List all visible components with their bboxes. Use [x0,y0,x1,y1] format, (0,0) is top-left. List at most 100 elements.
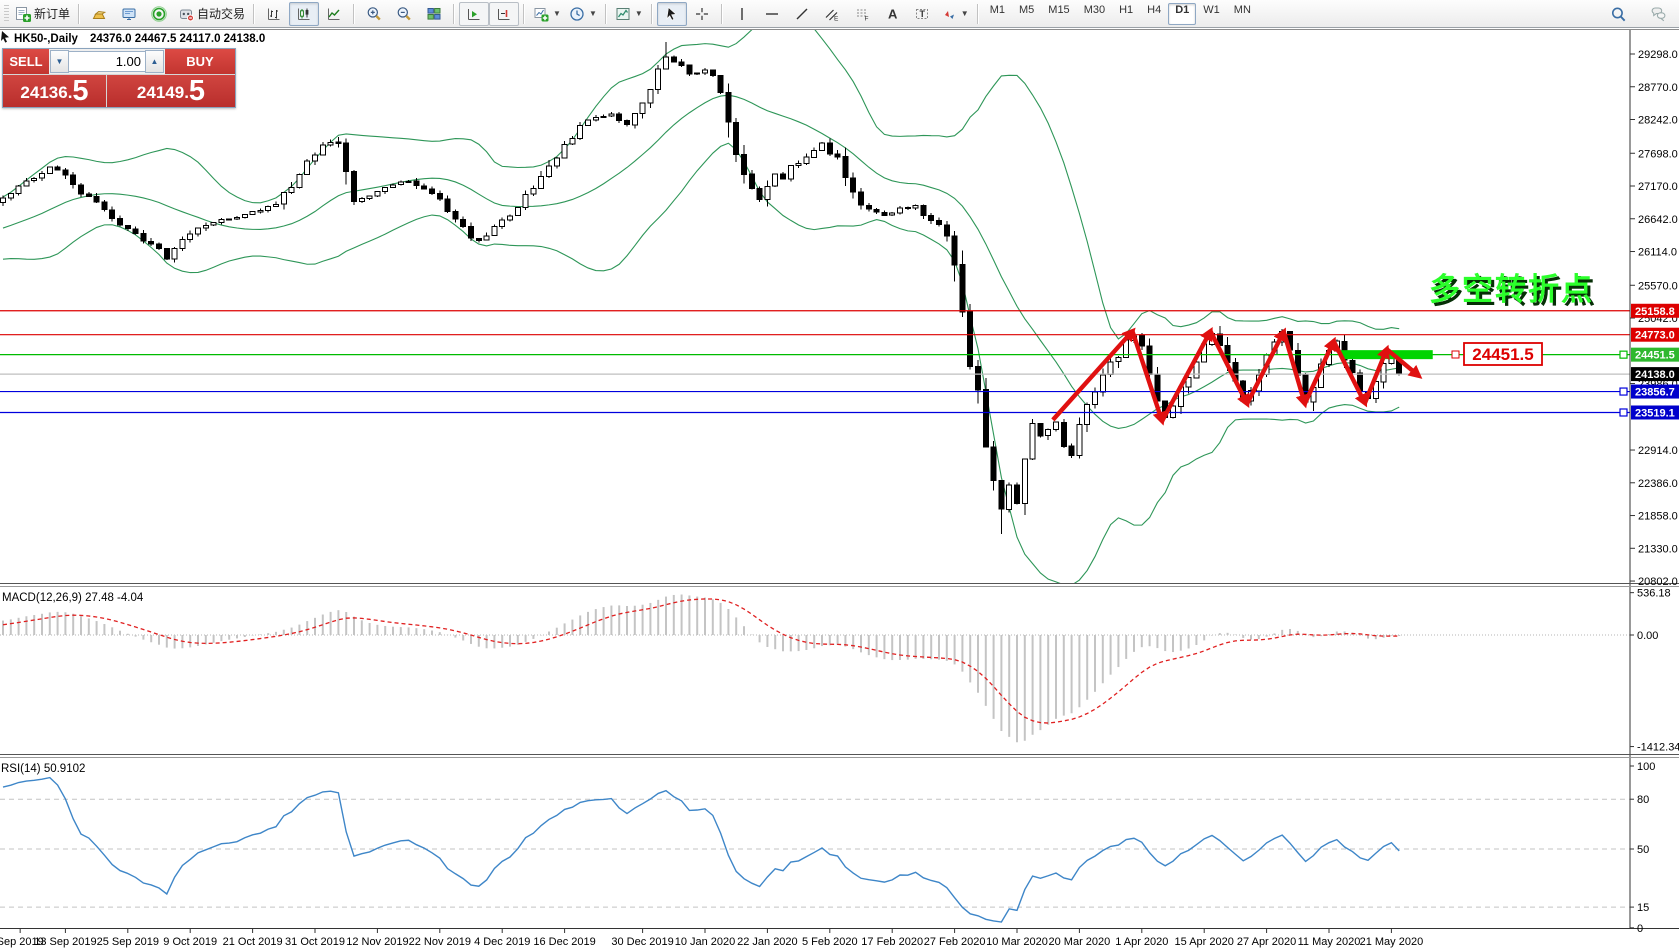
svg-text:50: 50 [1637,844,1649,856]
svg-text:-1412.34: -1412.34 [1637,742,1679,754]
timeframe-w1-button[interactable]: W1 [1203,3,1220,16]
time-tick: 16 Dec 2019 [533,936,595,948]
chevron-down-icon[interactable]: ▼ [553,9,561,18]
svg-text:多空转折点: 多空转折点 [1429,272,1594,307]
signals-button[interactable] [144,2,174,26]
chevron-down-icon[interactable]: ▼ [588,9,597,18]
chart-profile-button[interactable]: ▼ [611,2,647,26]
new-order-button[interactable]: 新订单 [11,2,74,26]
tile-windows-button[interactable] [419,2,449,26]
arrows-tool-button[interactable]: ▼ [937,2,973,26]
chevron-down-icon[interactable]: ▼ [634,9,643,18]
tile-windows-icon [427,7,441,20]
vertical-line-tool-button[interactable] [727,2,757,26]
timeframe-m5-button[interactable]: M5 [1019,3,1035,16]
ohlc-bars-icon [268,8,280,20]
zoom-out-button[interactable] [389,2,419,26]
indicators-button[interactable]: ▼ [529,2,565,26]
chat-button[interactable] [1643,2,1673,26]
volume-decrease-button[interactable]: ▼ [50,50,69,73]
svg-text:80: 80 [1637,794,1649,806]
volume-increase-button[interactable]: ▲ [145,50,164,73]
svg-text:A: A [888,6,898,21]
line-handle[interactable] [1619,387,1628,396]
arrows-icon [944,10,954,19]
pane-borders [0,29,1679,929]
price-axis[interactable]: 29298.0 28770.0 28242.0 27698.0 27170.0 26642… [1630,49,1679,588]
svg-text:0: 0 [1637,923,1643,935]
svg-text:23519.1: 23519.1 [1635,407,1675,419]
time-tick: 10 Mar 2020 [986,936,1048,948]
search-button[interactable] [1603,2,1633,26]
sell-button[interactable]: SELL [3,49,49,74]
chat-icon [1651,6,1665,21]
auto-trading-label: 自动交易 [197,7,246,21]
timeframe-m1-button[interactable]: M1 [989,3,1005,16]
volume-input[interactable] [69,51,145,72]
time-tick: 27 Feb 2020 [924,936,986,948]
svg-text:24773.0: 24773.0 [1635,330,1675,342]
timeframe-h4-button[interactable]: H4 [1147,3,1162,16]
zigzag-arrows[interactable] [1051,326,1423,426]
toolbar-grip [4,4,9,23]
time-tick: 4 Dec 2019 [474,936,530,948]
line-chart-button[interactable] [319,2,349,26]
zoom-in-button[interactable] [359,2,389,26]
text-tool-button[interactable]: A [877,2,907,26]
indicators-icon [534,7,549,21]
timeframe-m15-button[interactable]: M15 [1048,3,1070,16]
market-gold-button[interactable] [84,2,114,26]
time-tick: 17 Feb 2020 [861,936,923,948]
svg-text:F: F [864,15,868,22]
svg-text:E: E [834,15,839,22]
timeframe-m30-button[interactable]: M30 [1083,3,1106,16]
auto-trading-button[interactable]: 自动交易 [174,2,249,26]
line-handle[interactable] [1619,408,1628,417]
rsi-line [2,776,1400,923]
macd-label: MACD(12,26,9) 27.48 -4.04 [2,592,144,604]
time-tick: 12 Nov 2019 [346,936,408,948]
chevron-down-icon[interactable]: ▼ [960,9,969,18]
auto-scroll-button[interactable] [459,1,490,26]
svg-text:100: 100 [1637,761,1655,773]
crosshair-tool-button[interactable] [687,2,717,26]
community-button[interactable] [114,2,144,26]
timeframe-mn-button[interactable]: MN [1233,3,1251,16]
macd-axis[interactable]: 536.18 0.00 -1412.34 [1630,588,1679,754]
search-icon [1611,7,1625,21]
sell-price[interactable]: 24136. 5 [3,75,106,107]
line-handle[interactable] [1619,350,1628,359]
fibonacci-tool-button[interactable]: F [847,2,877,26]
monitor-icon [122,8,136,20]
level-price-label [1631,327,1679,342]
label-tool-button[interactable]: T [907,2,937,26]
time-tick: 21 Oct 2019 [223,936,283,948]
chart-shift-button[interactable] [489,1,520,26]
time-tick: 22 Nov 2019 [409,936,471,948]
chart-ohlc-values: 24376.0 24467.5 24117.0 24138.0 [90,33,265,45]
tag-handle[interactable] [1451,350,1460,359]
rsi-axis[interactable]: 100 80 50 15 0 [1630,761,1655,935]
timeframe-d1-button[interactable]: D1 [1168,2,1197,25]
horizontal-line-tool-button[interactable] [757,2,787,26]
price-tag-24451[interactable]: 24451.5 [1451,342,1543,366]
channel-tool-button[interactable]: E [817,2,847,26]
cursor-tool-button[interactable] [656,1,687,26]
time-tick: 22 Jan 2020 [737,936,798,948]
rsi-label: RSI(14) 50.9102 [1,763,85,775]
bars-chart-button[interactable] [259,2,289,26]
level-price-label [1631,367,1679,382]
svg-text:23856.7: 23856.7 [1635,387,1675,399]
candles-chart-button[interactable] [289,1,320,26]
buy-price[interactable]: 24149. 5 [107,75,235,107]
trendline-tool-button[interactable] [787,2,817,26]
buy-button[interactable]: BUY [165,49,235,74]
chart-title: HK50-,Daily [14,33,79,45]
new-order-label: 新订单 [34,7,71,21]
toolbar-separator [976,3,979,24]
periods-button[interactable]: ▼ [565,2,601,26]
timeframe-h1-button[interactable]: H1 [1119,3,1134,16]
